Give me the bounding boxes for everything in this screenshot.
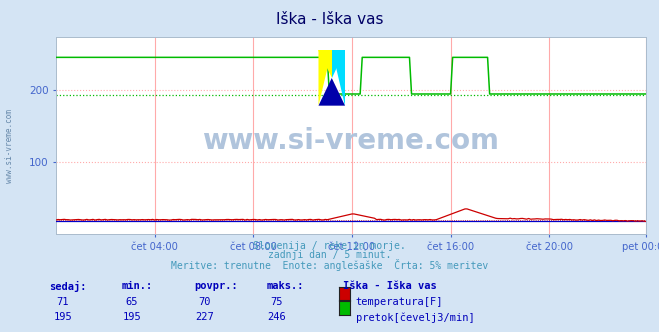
Text: pretok[čevelj3/min]: pretok[čevelj3/min] — [356, 312, 474, 323]
Text: Meritve: trenutne  Enote: anglešaške  Črta: 5% meritev: Meritve: trenutne Enote: anglešaške Črta… — [171, 259, 488, 271]
Text: povpr.:: povpr.: — [194, 281, 238, 290]
Text: 75: 75 — [271, 297, 283, 307]
Polygon shape — [318, 50, 331, 78]
Text: www.si-vreme.com: www.si-vreme.com — [202, 127, 500, 155]
Text: www.si-vreme.com: www.si-vreme.com — [5, 109, 14, 183]
Text: zadnji dan / 5 minut.: zadnji dan / 5 minut. — [268, 250, 391, 260]
Text: min.:: min.: — [122, 281, 153, 290]
Text: 71: 71 — [57, 297, 69, 307]
Text: 195: 195 — [123, 312, 141, 322]
Text: 246: 246 — [268, 312, 286, 322]
Text: 65: 65 — [126, 297, 138, 307]
Polygon shape — [331, 50, 345, 106]
Text: 227: 227 — [195, 312, 214, 322]
Text: Iška - Iška vas: Iška - Iška vas — [343, 281, 436, 290]
Text: temperatura[F]: temperatura[F] — [356, 297, 444, 307]
Text: 70: 70 — [198, 297, 210, 307]
Text: Iška - Iška vas: Iška - Iška vas — [275, 12, 384, 27]
Polygon shape — [331, 50, 345, 78]
Text: Slovenija / reke in morje.: Slovenija / reke in morje. — [253, 241, 406, 251]
Polygon shape — [318, 50, 331, 106]
Text: maks.:: maks.: — [267, 281, 304, 290]
Text: sedaj:: sedaj: — [49, 281, 87, 291]
Polygon shape — [318, 78, 345, 106]
Text: 195: 195 — [53, 312, 72, 322]
